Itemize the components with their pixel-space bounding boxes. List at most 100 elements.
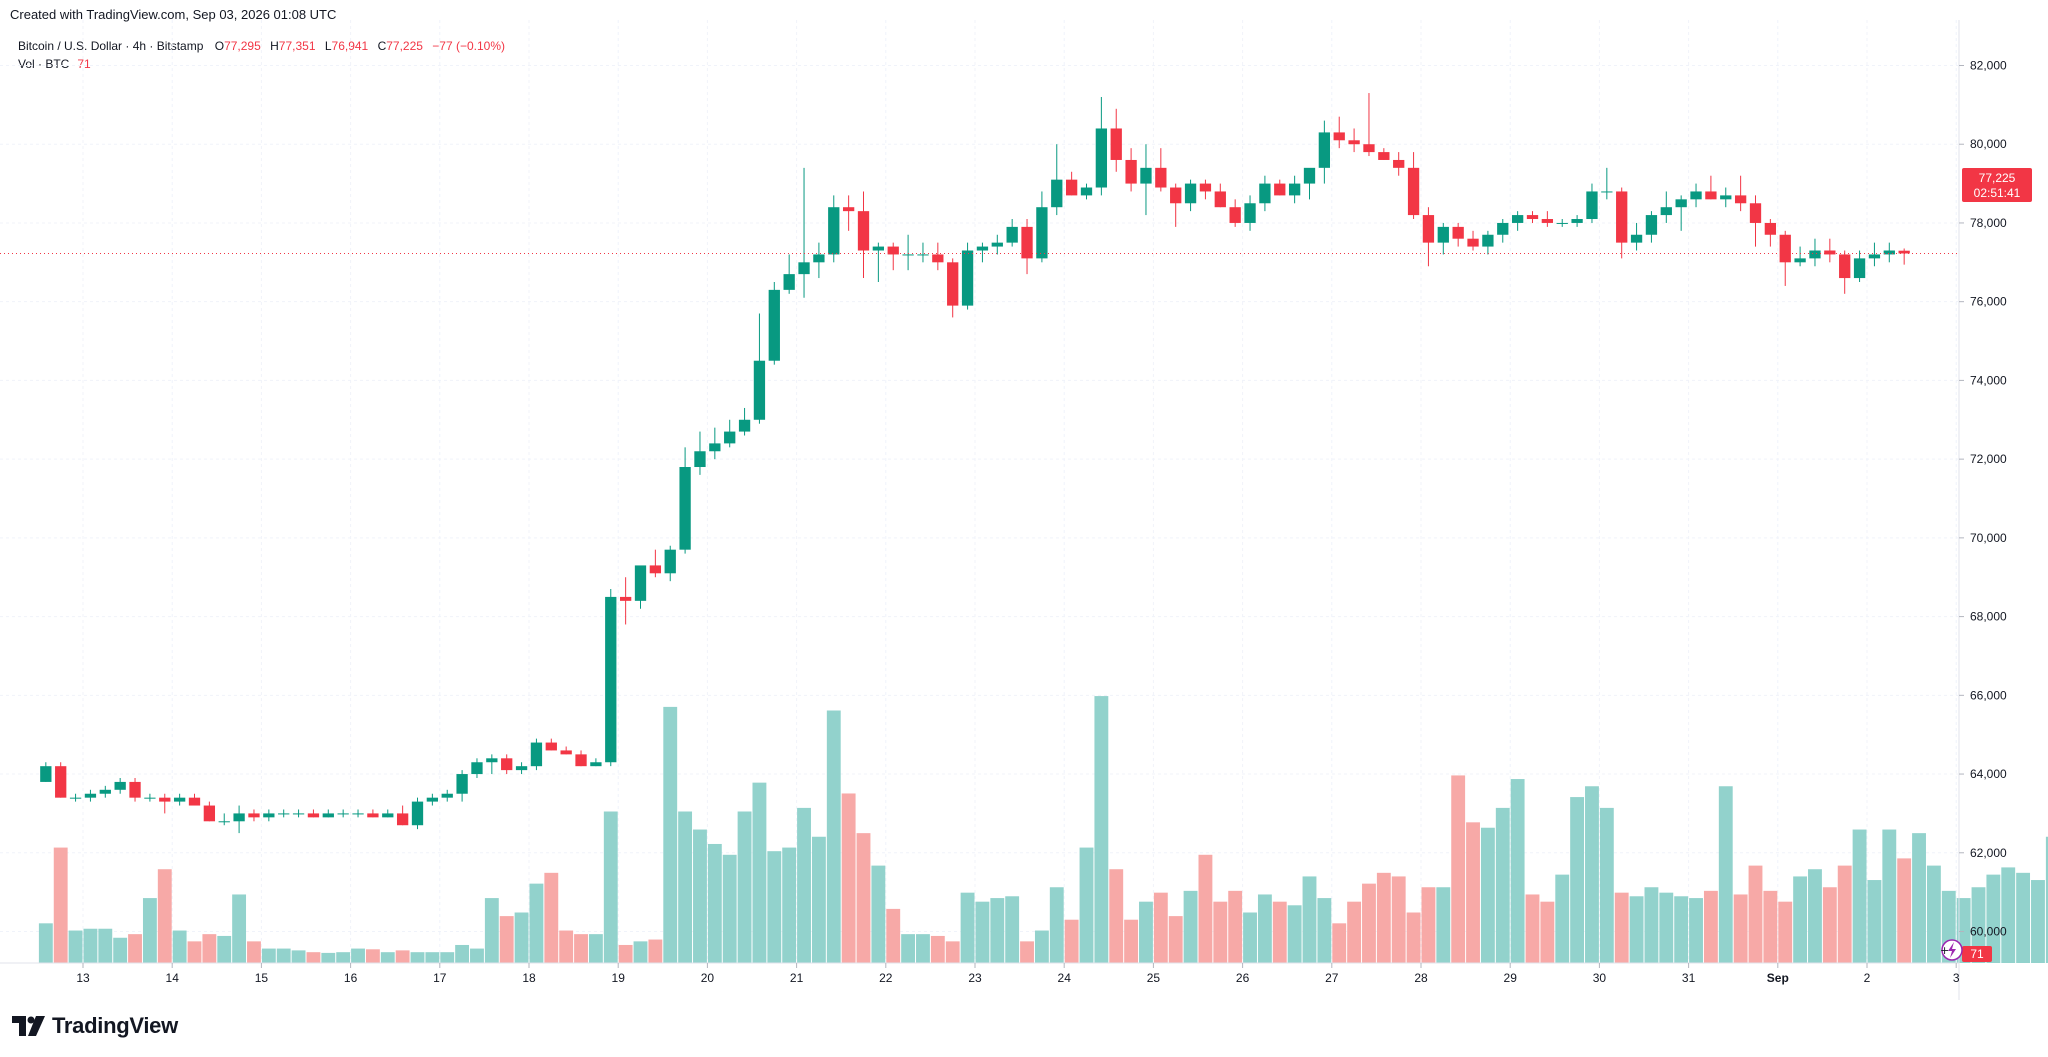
candle[interactable] [248,809,260,822]
candle[interactable] [1690,183,1702,208]
candle[interactable] [1229,199,1241,227]
candle[interactable] [1571,215,1583,227]
candle[interactable] [188,793,201,806]
candle[interactable] [114,777,126,794]
candle[interactable] [129,777,141,802]
candle[interactable] [1125,148,1137,192]
candle[interactable] [411,797,424,830]
candle[interactable] [1660,191,1672,223]
candle[interactable] [902,234,914,271]
candle[interactable] [173,793,186,806]
candle[interactable] [396,805,409,826]
candle[interactable] [1422,207,1435,267]
candle[interactable] [768,281,780,365]
candle[interactable] [486,754,498,775]
candle[interactable] [203,801,216,822]
candle[interactable] [1006,219,1018,247]
candle[interactable] [1675,195,1687,231]
candle[interactable] [1036,191,1048,263]
candle[interactable] [753,313,766,424]
tradingview-logo[interactable]: TradingView [12,1013,178,1039]
candle[interactable] [1824,238,1836,263]
candle[interactable] [605,589,617,767]
candle[interactable] [1497,219,1509,243]
volume-label[interactable]: Vol · BTC [18,57,70,71]
candle[interactable] [738,407,751,436]
candle[interactable] [1586,183,1598,223]
candle[interactable] [1898,248,1910,265]
candle[interactable] [1616,187,1628,259]
candle[interactable] [307,809,320,818]
candle[interactable] [545,738,557,751]
candle[interactable] [575,750,587,767]
candle[interactable] [40,762,52,782]
candle[interactable] [1794,246,1806,267]
candle[interactable] [1630,222,1643,251]
candle[interactable] [813,242,825,279]
candle[interactable] [1288,175,1301,204]
candle[interactable] [991,234,1003,255]
candle[interactable] [1437,222,1449,255]
candle[interactable] [1348,128,1360,153]
candle[interactable] [857,191,870,279]
candle[interactable] [233,805,245,834]
candle[interactable] [1051,144,1063,216]
price-chart[interactable]: 60,000 62,000 64,000 66,000 68,000 70,000 72,0… [0,0,2048,1000]
candle[interactable] [1407,152,1420,220]
candle[interactable] [1556,219,1568,227]
candle[interactable] [1065,171,1078,196]
candle[interactable] [1303,167,1316,200]
candle[interactable] [367,809,379,818]
candle[interactable] [1541,211,1554,227]
candle[interactable] [1155,148,1167,192]
plus-icon[interactable]: + [1940,944,1949,957]
candle[interactable] [1393,152,1405,176]
candle[interactable] [218,813,230,826]
candle[interactable] [872,242,885,282]
candle[interactable] [1779,230,1791,286]
lightning-icon[interactable] [1941,939,1963,961]
candle[interactable] [1199,179,1212,200]
candle[interactable] [1170,183,1182,227]
symbol-title[interactable]: Bitcoin / U.S. Dollar · 4h · Bitstamp [18,39,204,53]
candle[interactable] [1868,242,1881,267]
candle[interactable] [501,754,513,775]
candle[interactable] [1853,250,1866,282]
candle[interactable] [917,242,929,263]
candle[interactable] [441,789,453,802]
candle[interactable] [1511,211,1524,231]
candle[interactable] [1764,219,1777,247]
candle[interactable] [1021,219,1033,275]
candle[interactable] [322,809,334,818]
candle[interactable] [1095,96,1108,196]
candle[interactable] [456,770,468,802]
candle[interactable] [1720,187,1732,208]
candle[interactable] [1883,242,1895,263]
candle[interactable] [1839,250,1851,294]
candle[interactable] [1333,116,1345,149]
candle[interactable] [292,809,305,818]
candle[interactable] [1363,93,1375,157]
candle[interactable] [679,447,691,554]
candle[interactable] [1318,120,1331,184]
candle[interactable] [887,242,899,271]
candle[interactable] [471,758,483,778]
candle[interactable] [619,577,632,625]
candle[interactable] [159,793,171,814]
candle[interactable] [1259,175,1271,212]
candle[interactable] [664,545,676,582]
candle[interactable] [1482,230,1494,255]
candle[interactable] [1452,222,1464,247]
candle[interactable] [352,809,364,818]
candle[interactable] [1080,183,1093,200]
candle[interactable] [84,789,97,802]
candle[interactable] [55,762,67,798]
candle[interactable] [337,809,349,818]
candle[interactable] [1526,211,1539,223]
candle[interactable] [961,242,974,310]
candle[interactable] [1274,179,1286,196]
candle[interactable] [947,258,959,318]
candle[interactable] [1214,183,1226,208]
candle[interactable] [1601,167,1613,200]
candle[interactable] [263,809,275,822]
